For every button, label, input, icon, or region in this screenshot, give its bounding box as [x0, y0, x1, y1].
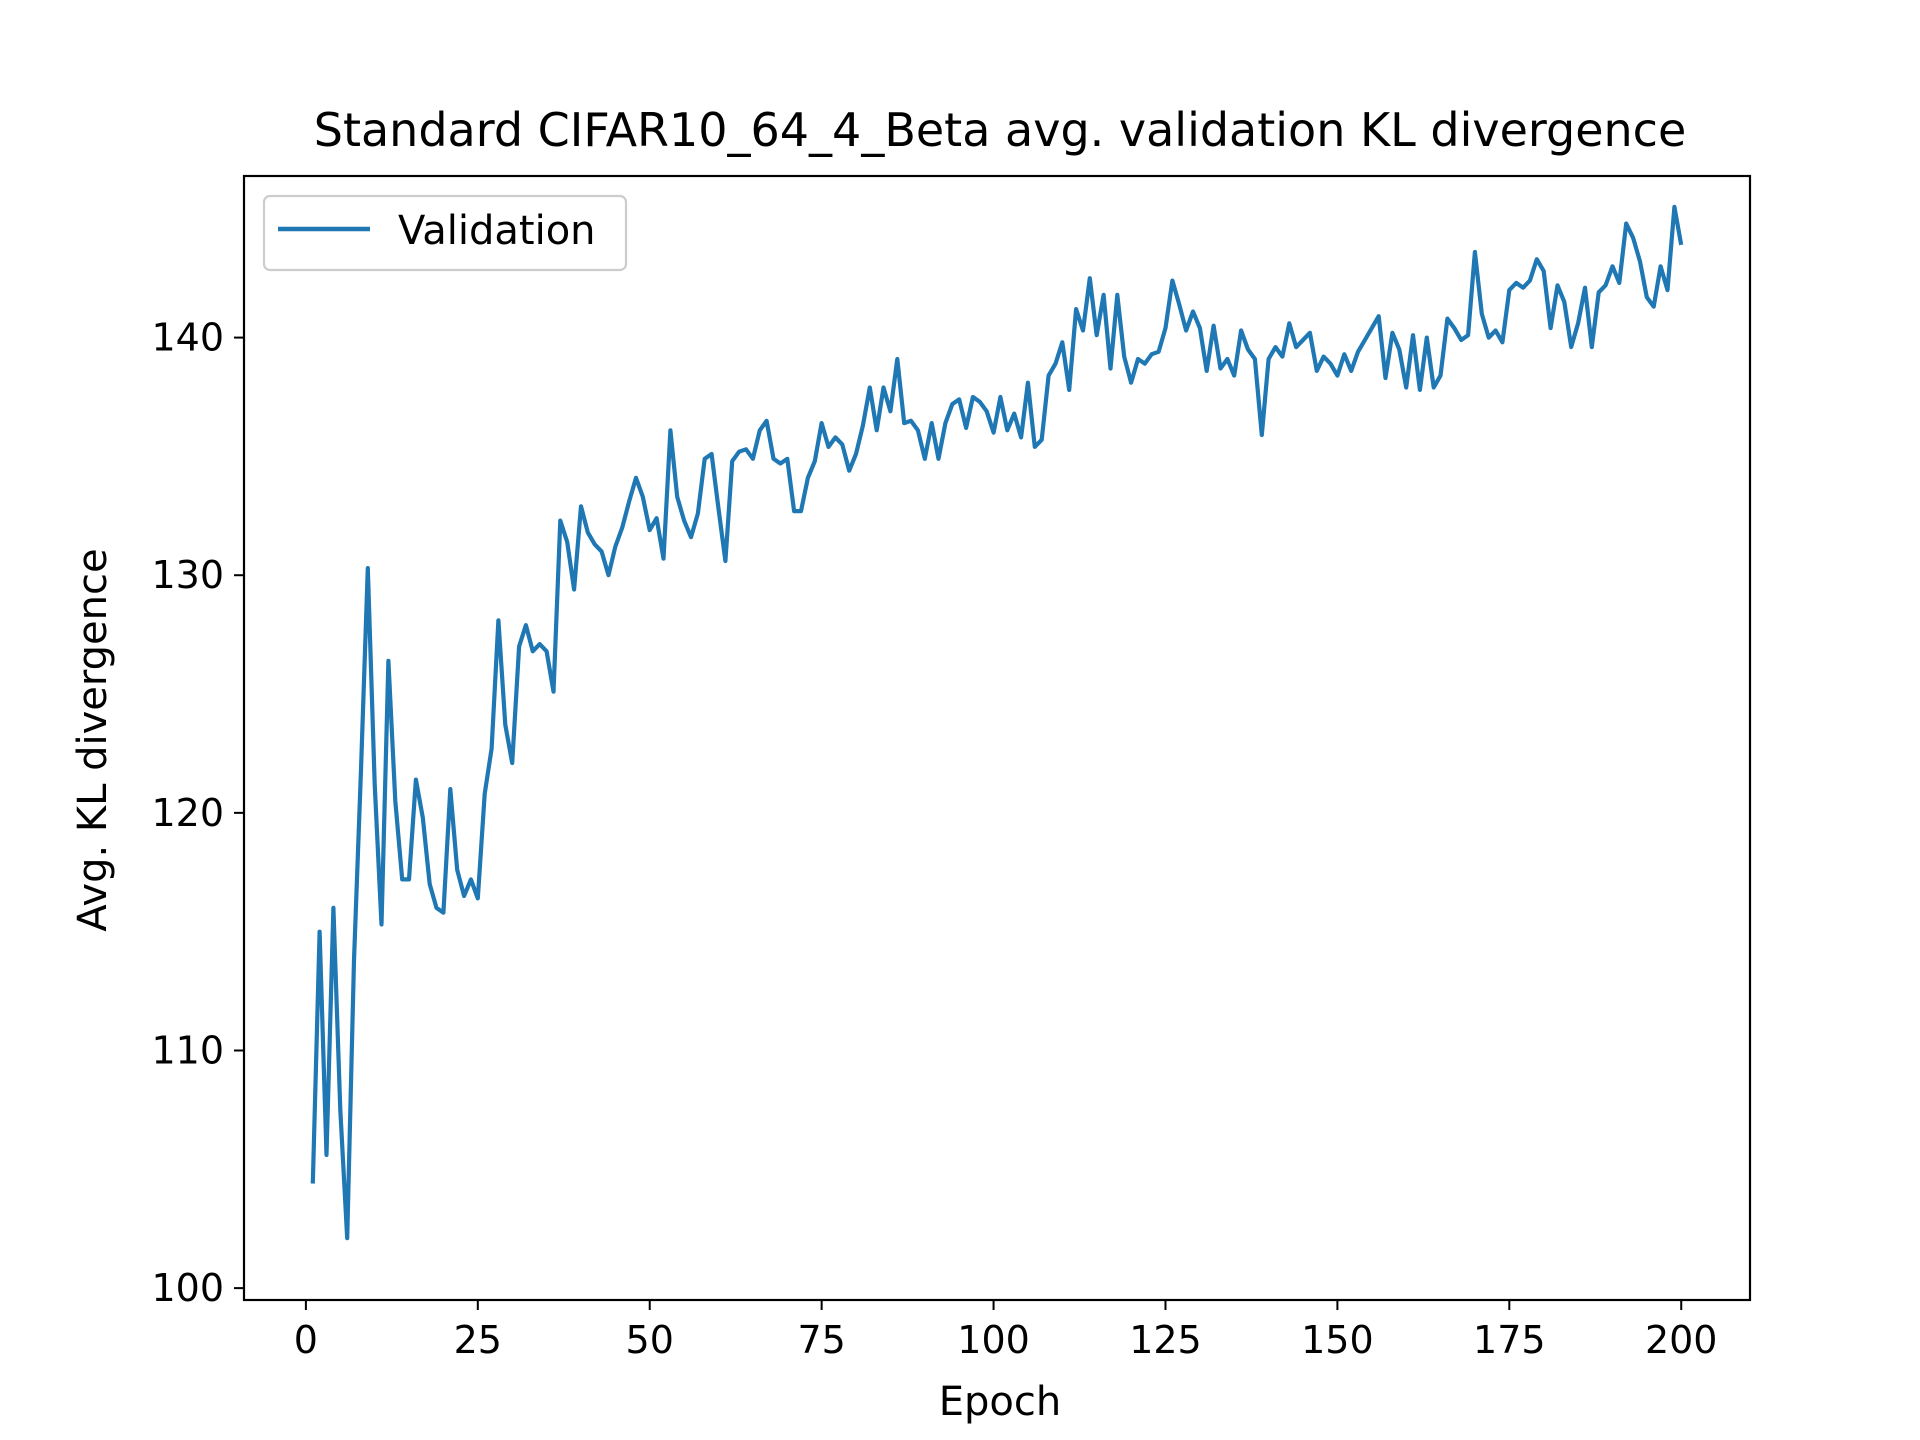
x-tick-label: 150 — [1301, 1318, 1374, 1362]
series-layer — [310, 204, 1684, 1241]
plot-background — [244, 176, 1750, 1300]
x-tick-label: 50 — [626, 1318, 674, 1362]
y-tick-label: 130 — [151, 553, 224, 597]
y-tick-label: 100 — [151, 1266, 224, 1310]
plot-area — [242, 174, 1752, 1302]
x-tick-label: 0 — [294, 1318, 318, 1362]
chart-title: Standard CIFAR10_64_4_Beta avg. validati… — [314, 103, 1687, 157]
x-tick-label: 175 — [1473, 1318, 1546, 1362]
plot-frame — [242, 174, 1752, 1302]
x-tick-label: 25 — [454, 1318, 502, 1362]
y-axis-label: Avg. KL divergence — [70, 548, 116, 931]
legend-label-validation: Validation — [398, 208, 596, 254]
x-axis-label: Epoch — [939, 1379, 1061, 1425]
y-tick-label: 120 — [151, 791, 224, 835]
y-tick-label: 140 — [151, 316, 224, 360]
x-axis: 0 25 50 75 100 125 150 175 200 — [294, 1300, 1718, 1362]
x-tick-label: 75 — [797, 1318, 845, 1362]
legend: Validation — [262, 194, 628, 272]
x-tick-label: 125 — [1129, 1318, 1202, 1362]
series-line-validation — [310, 204, 1684, 1241]
x-tick-label: 100 — [957, 1318, 1030, 1362]
y-tick-label: 110 — [151, 1028, 224, 1072]
y-axis: 100 110 120 130 140 — [151, 316, 244, 1310]
legend-box — [262, 194, 628, 272]
x-tick-label: 200 — [1645, 1318, 1718, 1362]
